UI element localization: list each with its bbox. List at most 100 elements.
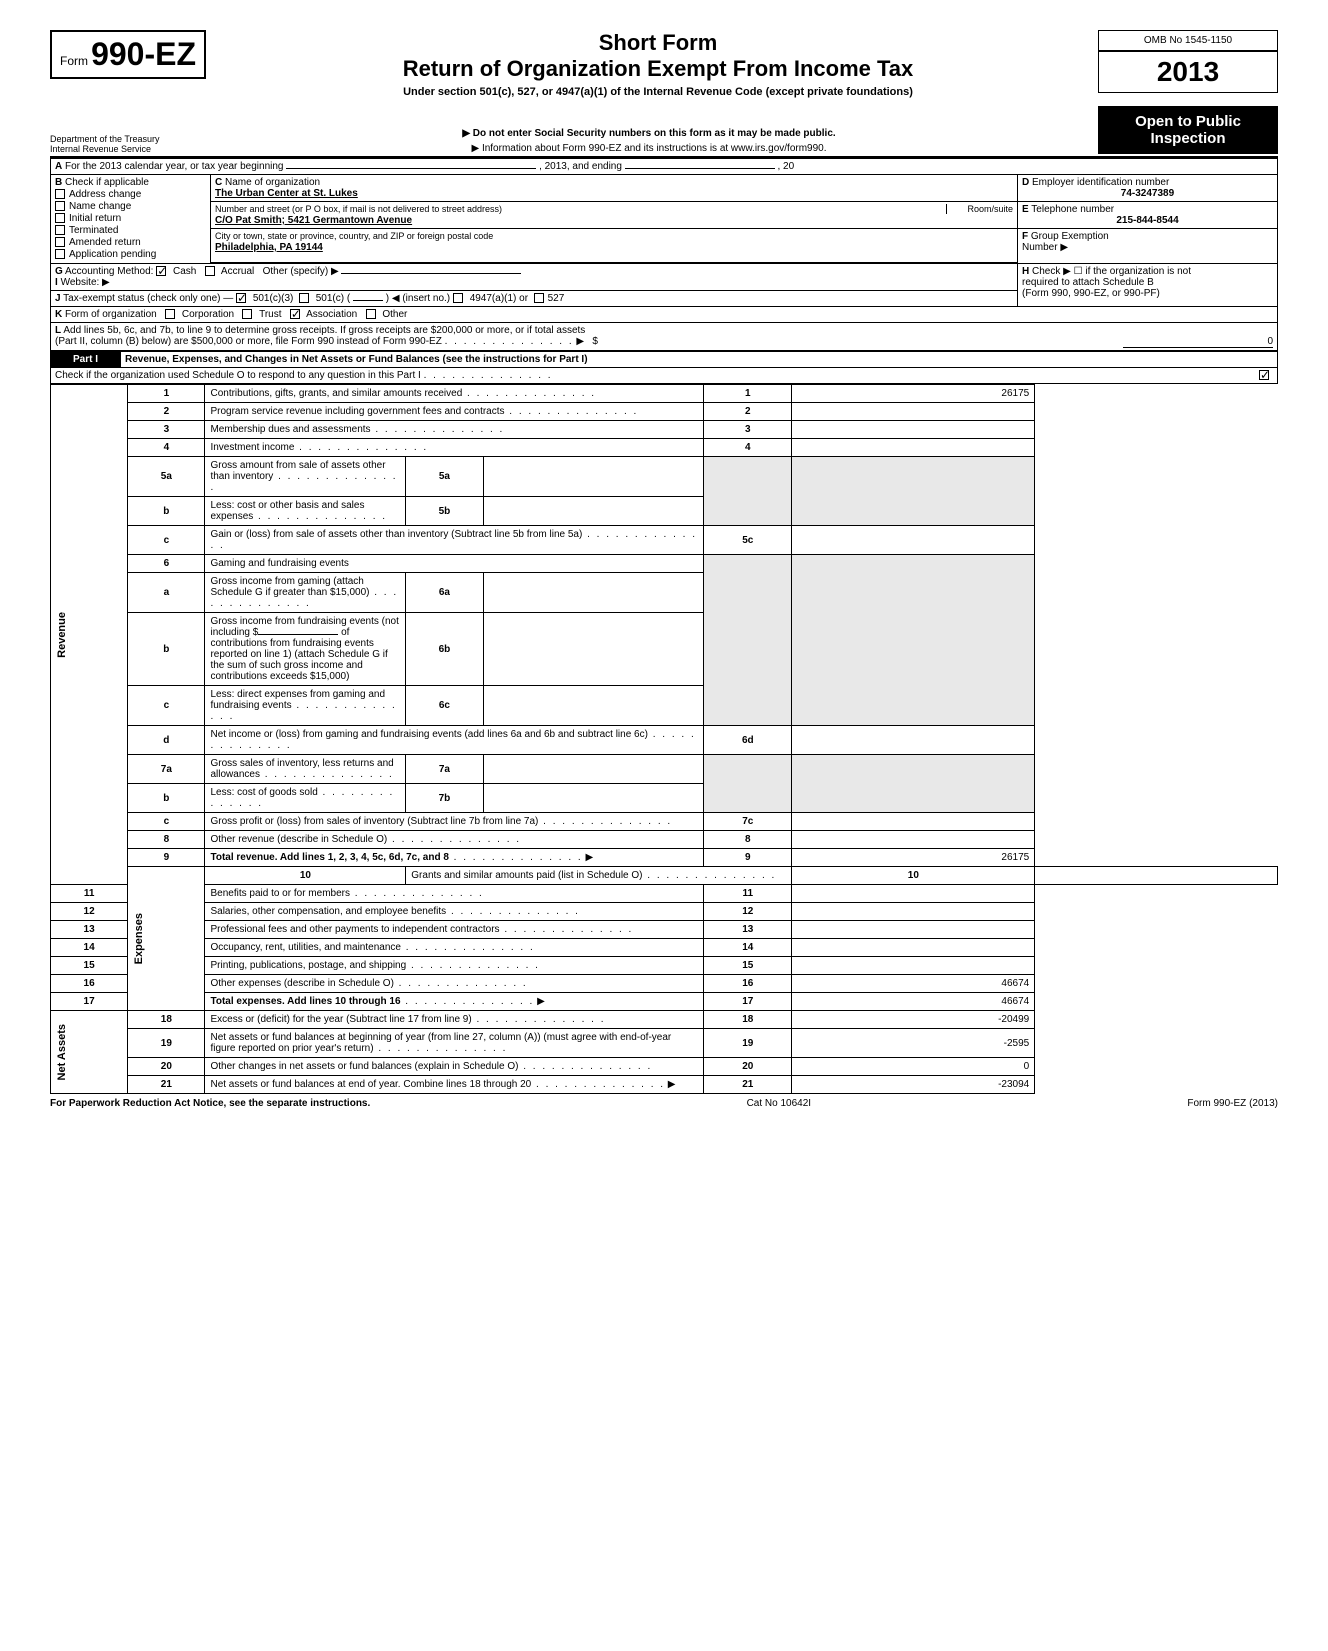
line-16-num: 16: [51, 975, 128, 993]
section-c-city: City or town, state or province, country…: [211, 229, 1018, 263]
shade-6: [704, 555, 792, 726]
line-2-num: 2: [128, 403, 205, 421]
line-5a-midval[interactable]: [483, 457, 704, 497]
line-6b-midval[interactable]: [483, 613, 704, 686]
city-label: City or town, state or province, country…: [215, 231, 493, 241]
chk-pending[interactable]: Application pending: [55, 249, 206, 260]
chk-sched-o[interactable]: [1259, 370, 1269, 380]
line-13-val[interactable]: [792, 921, 1035, 939]
line-9-num: 9: [128, 849, 205, 867]
line-8-val[interactable]: [792, 831, 1035, 849]
header-info-table: A For the 2013 calendar year, or tax yea…: [50, 158, 1278, 351]
l-value: 0: [1123, 336, 1273, 348]
line-10-desc: Grants and similar amounts paid (list in…: [411, 870, 642, 881]
line-5b-midbox: 5b: [406, 497, 483, 526]
line-18-num: 18: [128, 1011, 205, 1029]
form-ref: Form 990-EZ (2013): [1187, 1098, 1278, 1109]
line-14-val[interactable]: [792, 939, 1035, 957]
line-6b-num: b: [128, 613, 205, 686]
line-6c-midval[interactable]: [483, 686, 704, 726]
line-6d-num: d: [128, 726, 205, 755]
line-9-box: 9: [704, 849, 792, 867]
chk-amended[interactable]: Amended return: [55, 237, 206, 248]
ein-value: 74-3247389: [1022, 188, 1273, 199]
line-5b-num: b: [128, 497, 205, 526]
line-1-val[interactable]: 26175: [792, 385, 1035, 403]
line-21-num: 21: [128, 1076, 205, 1094]
shade-7v: [792, 755, 1035, 813]
line-11-num: 11: [51, 885, 128, 903]
subtitle: Under section 501(c), 527, or 4947(a)(1)…: [218, 86, 1098, 98]
public-line2: Inspection: [1105, 130, 1271, 147]
form-number-box: Form 990-EZ: [50, 30, 206, 79]
line-6a-midval[interactable]: [483, 573, 704, 613]
tax-year: 2013: [1098, 51, 1278, 93]
line-10-num: 10: [205, 867, 406, 885]
chk-501c[interactable]: [299, 293, 309, 303]
line-18-val[interactable]: -20499: [792, 1011, 1035, 1029]
line-21-desc: Net assets or fund balances at end of ye…: [210, 1079, 531, 1090]
line-6a-midbox: 6a: [406, 573, 483, 613]
chk-corp[interactable]: [165, 309, 175, 319]
part1-header: Part I Revenue, Expenses, and Changes in…: [50, 351, 1278, 384]
phone-value: 215-844-8544: [1022, 215, 1273, 226]
line-8-desc: Other revenue (describe in Schedule O): [210, 834, 387, 845]
line-11-val[interactable]: [792, 885, 1035, 903]
line-7b-midval[interactable]: [483, 784, 704, 813]
line-11-box: 11: [704, 885, 792, 903]
chk-4947[interactable]: [453, 293, 463, 303]
line-20-val[interactable]: 0: [792, 1058, 1035, 1076]
year-prefix: 20: [1157, 56, 1188, 87]
line-20-box: 20: [704, 1058, 792, 1076]
text-i: Website: ▶: [61, 277, 110, 288]
line-5b-midval[interactable]: [483, 497, 704, 526]
line-16-val[interactable]: 46674: [792, 975, 1035, 993]
line-12-val[interactable]: [792, 903, 1035, 921]
line-6-desc: Gaming and fundraising events: [210, 558, 348, 569]
line-7a-midval[interactable]: [483, 755, 704, 784]
chk-terminated[interactable]: Terminated: [55, 225, 206, 236]
line-5c-num: c: [128, 526, 205, 555]
chk-accrual[interactable]: [205, 266, 215, 276]
line-13-num: 13: [51, 921, 128, 939]
line-2-val[interactable]: [792, 403, 1035, 421]
chk-cash[interactable]: [156, 266, 166, 276]
chk-assoc[interactable]: [290, 309, 300, 319]
section-d: D Employer identification number 74-3247…: [1018, 175, 1278, 202]
netassets-side-label: Net Assets: [51, 1011, 128, 1094]
line-4-val[interactable]: [792, 439, 1035, 457]
chk-527[interactable]: [534, 293, 544, 303]
chk-other[interactable]: [366, 309, 376, 319]
line-17-val[interactable]: 46674: [792, 993, 1035, 1011]
line-3-val[interactable]: [792, 421, 1035, 439]
line-17-num: 17: [51, 993, 128, 1011]
line-15-desc: Printing, publications, postage, and shi…: [210, 960, 406, 971]
form-label: Form: [60, 54, 88, 68]
chk-501c3[interactable]: [236, 293, 246, 303]
dept-info: Department of the Treasury Internal Reve…: [50, 134, 200, 154]
line-5c-val[interactable]: [792, 526, 1035, 555]
line-7c-val[interactable]: [792, 813, 1035, 831]
chk-trust[interactable]: [242, 309, 252, 319]
org-name-value: The Urban Center at St. Lukes: [215, 188, 358, 199]
line-6d-box: 6d: [704, 726, 792, 755]
label-b: B: [55, 177, 62, 188]
label-g: G: [55, 266, 63, 277]
line-9-val[interactable]: 26175: [792, 849, 1035, 867]
chk-name-change[interactable]: Name change: [55, 201, 206, 212]
omb-number: OMB No 1545-1150: [1098, 30, 1278, 51]
label-j: J: [55, 293, 61, 304]
line-19-val[interactable]: -2595: [792, 1029, 1035, 1058]
line-10-val[interactable]: [1035, 867, 1278, 885]
ssn-notice: Do not enter Social Security numbers on …: [200, 128, 1098, 139]
line-14-num: 14: [51, 939, 128, 957]
text-b: Check if applicable: [65, 177, 149, 188]
line-21-val[interactable]: -23094: [792, 1076, 1035, 1094]
chk-initial-return[interactable]: Initial return: [55, 213, 206, 224]
line-15-val[interactable]: [792, 957, 1035, 975]
chk-address-change[interactable]: Address change: [55, 189, 206, 200]
line-3-box: 3: [704, 421, 792, 439]
line-15-box: 15: [704, 957, 792, 975]
line-14-box: 14: [704, 939, 792, 957]
line-6d-val[interactable]: [792, 726, 1035, 755]
